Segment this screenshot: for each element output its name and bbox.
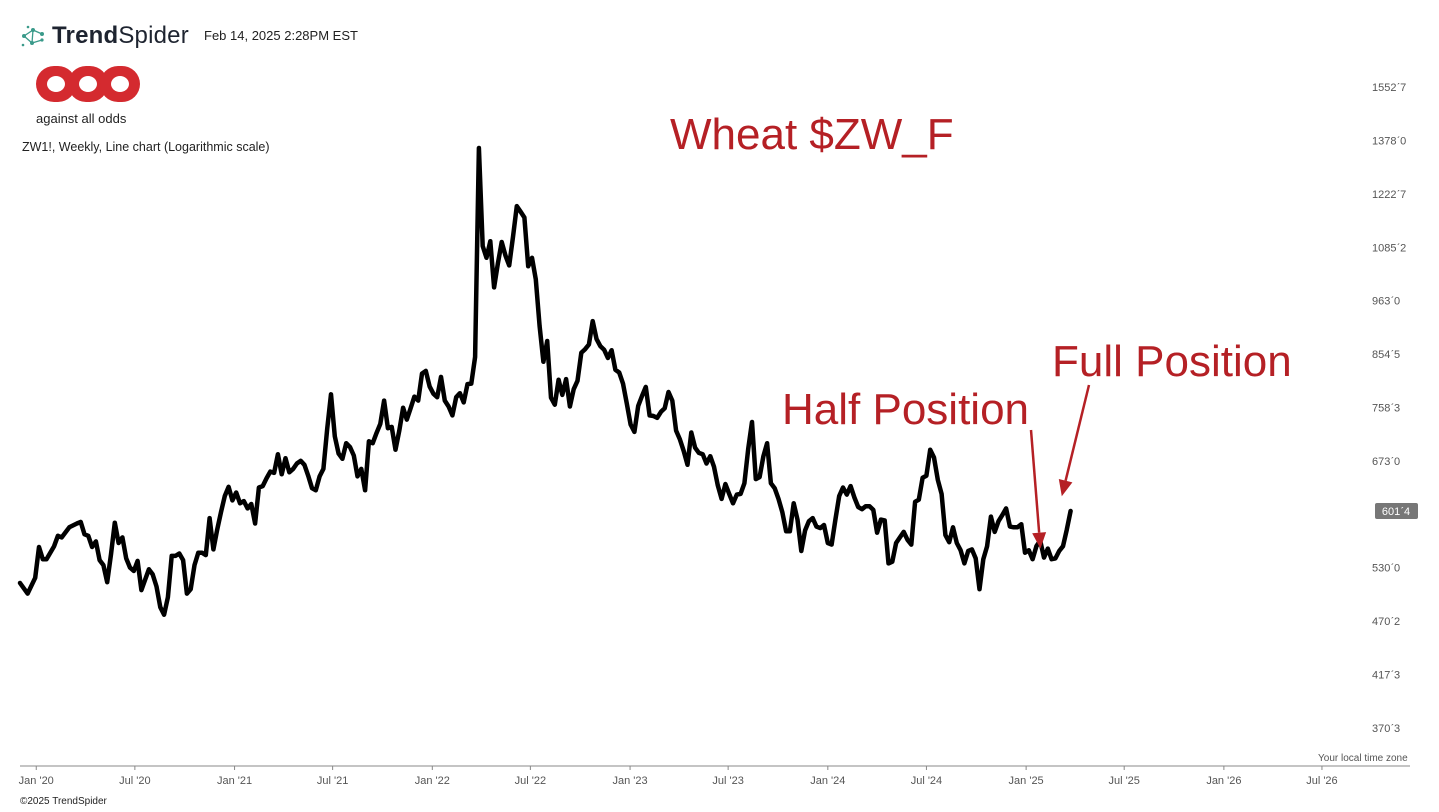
half-position-arrow-icon [1029, 429, 1047, 549]
y-tick-label: 1085ˊ2 [1372, 242, 1406, 254]
x-tick-label: Jul '24 [911, 775, 942, 787]
full-position-arrow-icon [1058, 384, 1091, 497]
trendspider-logo-icon [21, 25, 44, 47]
y-tick-label: 1222ˊ7 [1372, 189, 1406, 201]
x-tick-label: Jan '22 [415, 775, 450, 787]
y-axis: 1552ˊ7 1378ˊ0 1222ˊ7 1085ˊ2 963ˊ0 854ˊ5 758ˊ3 6… [1372, 82, 1406, 735]
y-tick-label: 1552ˊ7 [1372, 82, 1406, 94]
y-tick-label: 417ˊ3 [1372, 669, 1400, 681]
x-tick-label: Jan '21 [217, 775, 252, 787]
snapshot-timestamp: Feb 14, 2025 2:28PM EST [204, 28, 358, 43]
x-tick-label: Jul '23 [712, 775, 743, 787]
price-series-line[interactable] [17, 145, 1073, 617]
aao-logo-mark-icon [36, 66, 140, 102]
brand-name-bold: Trend [52, 22, 119, 49]
chart-title: Wheat $ZW_F [670, 110, 954, 159]
x-tick-label: Jul '21 [317, 775, 348, 787]
last-price-badge [1375, 503, 1418, 520]
timezone-note[interactable]: Your local time zone [1318, 753, 1408, 764]
last-price-layer: 601ˊ4 [1375, 503, 1418, 520]
y-tick-label: 963ˊ0 [1372, 296, 1400, 308]
brand-name-light: Spider [118, 22, 189, 49]
trendspider-brand: TrendSpider [20, 22, 189, 50]
y-tick-label: 470ˊ2 [1372, 616, 1400, 628]
y-tick-label: 530ˊ0 [1372, 563, 1400, 575]
logo-caption: against all odds [36, 111, 127, 126]
x-tick-label: Jul '22 [515, 775, 546, 787]
last-price-label: 601ˊ4 [1382, 506, 1410, 518]
copyright: ©2025 TrendSpider [20, 796, 107, 807]
y-tick-label: 673ˊ0 [1372, 456, 1400, 468]
y-tick-label: 1378ˊ0 [1372, 136, 1406, 148]
x-tick-label: Jan '25 [1009, 775, 1044, 787]
x-tick-label: Jan '26 [1206, 775, 1241, 787]
annotation-half-position: Half Position [782, 385, 1030, 434]
annotation-full-position: Full Position [1052, 337, 1292, 386]
x-tick-label: Jul '26 [1306, 775, 1337, 787]
x-tick-label: Jan '23 [612, 775, 647, 787]
against-all-odds-logo: against all odds [36, 66, 140, 126]
x-tick-label: Jan '24 [810, 775, 845, 787]
symbol-description: ZW1!, Weekly, Line chart (Logarithmic sc… [22, 140, 270, 154]
y-tick-label: 854ˊ5 [1372, 349, 1400, 361]
annotation-arrows [1029, 384, 1091, 549]
x-tick-label: Jul '20 [119, 775, 150, 787]
brand-name: TrendSpider [52, 22, 189, 50]
series-layer [17, 145, 1073, 617]
x-axis: Jan '20 Jul '20 Jan '21 Jul '21 Jan '22 Jul '… [19, 765, 1410, 787]
y-tick-label: 370ˊ3 [1372, 723, 1400, 735]
x-tick-label: Jul '25 [1108, 775, 1139, 787]
x-tick-label: Jan '20 [19, 775, 54, 787]
y-tick-label: 758ˊ3 [1372, 402, 1400, 414]
